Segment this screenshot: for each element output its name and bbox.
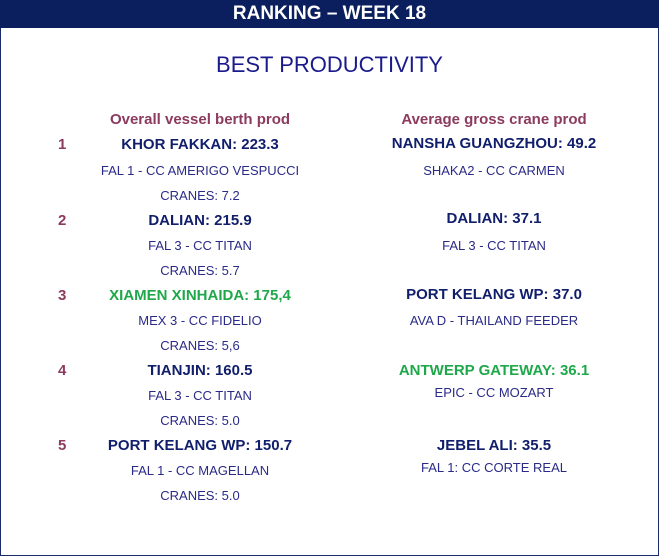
ranking-banner: RANKING – WEEK 18 — [0, 0, 659, 28]
left-column-heading: Overall vessel berth prod — [109, 111, 291, 128]
left-service: FAL 1 - CC AMERIGO VESPUCCI — [100, 163, 300, 178]
right-port-value: DALIAN: 37.1 — [446, 210, 542, 227]
left-cranes: CRANES: 5.0 — [160, 488, 240, 503]
left-port-value: KHOR FAKKAN: 223.3 — [121, 136, 279, 153]
right-column-heading: Average gross crane prod — [401, 111, 587, 128]
right-port-value: NANSHA GUANGZHOU: 49.2 — [391, 135, 597, 152]
rank-number: 5 — [58, 437, 67, 454]
right-service: FAL 3 - CC TITAN — [442, 238, 546, 253]
rank-number: 4 — [58, 362, 67, 379]
left-service: FAL 3 - CC TITAN — [148, 388, 252, 403]
rank-number: 2 — [58, 212, 67, 229]
right-port-value: ANTWERP GATEWAY: 36.1 — [398, 362, 590, 379]
right-service: AVA D - THAILAND FEEDER — [409, 313, 579, 328]
right-service: FAL 1: CC CORTE REAL — [421, 460, 567, 475]
left-cranes: CRANES: 5,6 — [160, 338, 240, 353]
left-port-value: PORT KELANG WP: 150.7 — [107, 437, 293, 454]
right-service: EPIC - CC MOZART — [434, 385, 554, 400]
left-port-value: XIAMEN XINHAIDA: 175,4 — [109, 287, 291, 304]
left-cranes: CRANES: 5.7 — [160, 263, 240, 278]
right-port-value: PORT KELANG WP: 37.0 — [406, 286, 582, 303]
right-port-value: JEBEL ALI: 35.5 — [436, 437, 552, 454]
left-port-value: DALIAN: 215.9 — [148, 212, 252, 229]
section-title: BEST PRODUCTIVITY — [216, 52, 443, 77]
right-service: SHAKA2 - CC CARMEN — [423, 163, 565, 178]
left-service: FAL 3 - CC TITAN — [148, 238, 252, 253]
left-port-value: TIANJIN: 160.5 — [147, 362, 253, 379]
left-service: MEX 3 - CC FIDELIO — [138, 313, 262, 328]
rank-number: 3 — [58, 287, 67, 304]
left-cranes: CRANES: 5.0 — [160, 413, 240, 428]
rank-number: 1 — [58, 136, 67, 153]
left-cranes: CRANES: 7.2 — [160, 188, 240, 203]
left-service: FAL 1 - CC MAGELLAN — [130, 463, 270, 478]
